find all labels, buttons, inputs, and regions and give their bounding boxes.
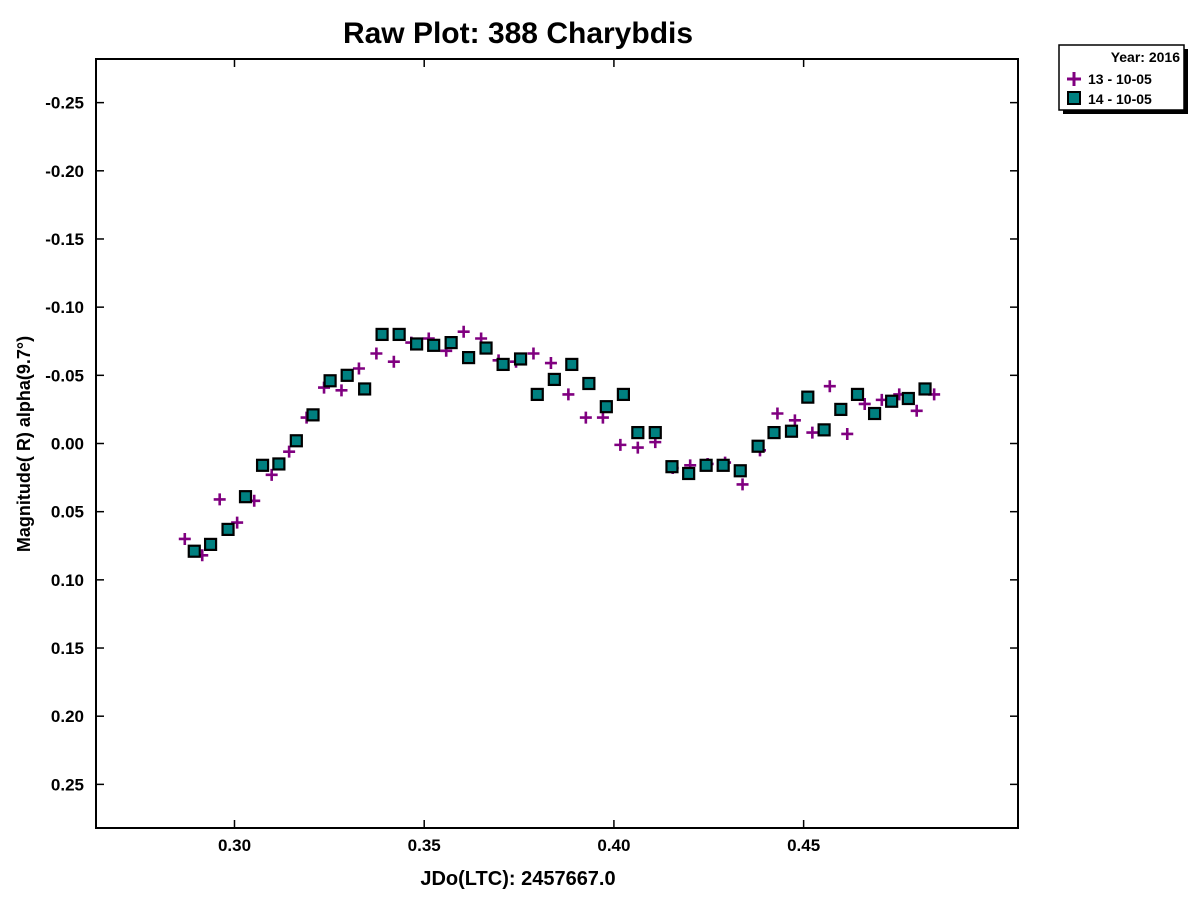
x-tick-label: 0.35 <box>408 836 441 855</box>
y-tick-label: 0.25 <box>51 775 84 794</box>
data-point-plus <box>562 388 575 401</box>
data-point-square <box>817 423 831 437</box>
data-point-square <box>867 406 882 421</box>
data-point-square <box>682 466 696 481</box>
data-point-square <box>375 327 389 342</box>
data-point-plus <box>806 426 819 439</box>
data-point-square <box>834 402 848 417</box>
data-point-square <box>289 434 303 448</box>
data-point-square <box>221 522 235 536</box>
data-point-square <box>496 357 510 372</box>
data-point-plus <box>596 411 609 424</box>
x-axis-label: JDo(LTC): 2457667.0 <box>420 868 615 890</box>
data-point-plus <box>527 347 540 360</box>
plot-frame <box>95 58 1019 829</box>
y-axis: -0.25 -0.20 -0.15 -0.10 -0.05 0.00 0.05 0.10 0.1… <box>45 94 1018 794</box>
y-tick-label: -0.25 <box>45 94 84 113</box>
data-point-square <box>323 374 337 388</box>
data-point-square <box>358 382 372 396</box>
chart-title: Raw Plot: 388 Charybdis <box>343 17 693 50</box>
data-point-plus <box>213 493 226 506</box>
y-tick-label: 0.20 <box>51 707 84 726</box>
data-point-plus <box>614 438 627 451</box>
data-point-square <box>850 387 865 402</box>
data-point-square <box>272 457 286 471</box>
data-point-plus <box>231 516 244 529</box>
series-14-10-05 <box>187 327 932 558</box>
legend-header: Year: 2016 <box>1111 49 1180 65</box>
x-tick-label: 0.45 <box>787 836 820 855</box>
data-point-square <box>565 357 579 372</box>
data-point-plus <box>788 414 801 427</box>
data-point-square <box>767 425 781 440</box>
x-tick-label: 0.30 <box>218 836 251 855</box>
legend-entry-1: 13 - 10-05 <box>1088 71 1152 87</box>
y-tick-label: 0.00 <box>51 435 84 454</box>
x-tick-label: 0.40 <box>597 836 630 855</box>
data-point-square <box>648 425 662 440</box>
legend-entry-2: 14 - 10-05 <box>1088 91 1152 107</box>
y-tick-label: 0.10 <box>51 571 84 590</box>
x-axis: 0.30 0.35 0.40 0.45 <box>218 59 820 855</box>
data-point-square <box>547 372 561 387</box>
data-point-plus <box>352 362 365 375</box>
data-point-square <box>582 376 596 391</box>
data-point-square <box>901 391 915 406</box>
data-point-square <box>784 424 799 438</box>
data-point-plus <box>335 384 348 397</box>
data-point-square <box>392 327 406 342</box>
data-point-square <box>751 439 765 453</box>
y-tick-label: -0.05 <box>45 366 84 385</box>
y-tick-label: -0.10 <box>45 298 84 317</box>
y-tick-label: -0.15 <box>45 230 84 249</box>
data-point-square <box>444 336 458 350</box>
data-point-plus <box>823 380 836 393</box>
y-tick-label: 0.15 <box>51 639 84 658</box>
data-point-plus <box>910 404 923 417</box>
y-axis-label: Magnitude( R) alpha(9.7°) <box>14 336 34 552</box>
data-point-square <box>410 337 424 351</box>
data-point-square <box>461 351 476 365</box>
data-point-plus <box>178 532 191 545</box>
legend: Year: 2016 13 - 10-05 14 - 10-05 <box>1058 44 1188 114</box>
data-point-plus <box>387 355 400 368</box>
data-point-plus <box>283 445 296 458</box>
data-point-square <box>699 458 713 472</box>
data-point-plus <box>858 397 871 410</box>
data-point-square <box>530 387 544 402</box>
data-point-square <box>801 390 815 404</box>
data-point-square <box>716 458 730 472</box>
y-tick-label: -0.20 <box>45 162 84 181</box>
data-point-square <box>631 425 645 440</box>
data-point-square <box>599 400 613 414</box>
data-point-plus <box>544 357 557 370</box>
data-point-plus <box>771 407 784 420</box>
data-point-square <box>187 544 201 558</box>
data-point-plus <box>579 411 592 424</box>
data-point-square <box>918 382 932 396</box>
legend-plus-marker <box>1067 72 1081 86</box>
data-point-plus <box>265 468 278 481</box>
data-point-square <box>340 368 354 382</box>
data-point-square <box>203 537 218 551</box>
data-point-square <box>513 352 528 366</box>
data-point-square <box>238 490 253 504</box>
data-point-plus <box>370 347 383 360</box>
data-point-square <box>255 458 270 472</box>
data-point-square <box>885 394 899 408</box>
data-point-square <box>479 341 493 355</box>
legend-square-marker <box>1067 91 1081 105</box>
data-point-square <box>665 460 679 474</box>
data-point-square <box>306 408 320 422</box>
data-point-square <box>733 464 747 478</box>
data-point-plus <box>736 478 749 491</box>
data-point-plus <box>457 325 470 338</box>
data-point-square <box>616 387 630 402</box>
y-tick-label: 0.05 <box>51 503 84 522</box>
data-point-square <box>427 338 441 352</box>
data-point-plus <box>631 441 644 454</box>
data-point-plus <box>841 427 854 440</box>
